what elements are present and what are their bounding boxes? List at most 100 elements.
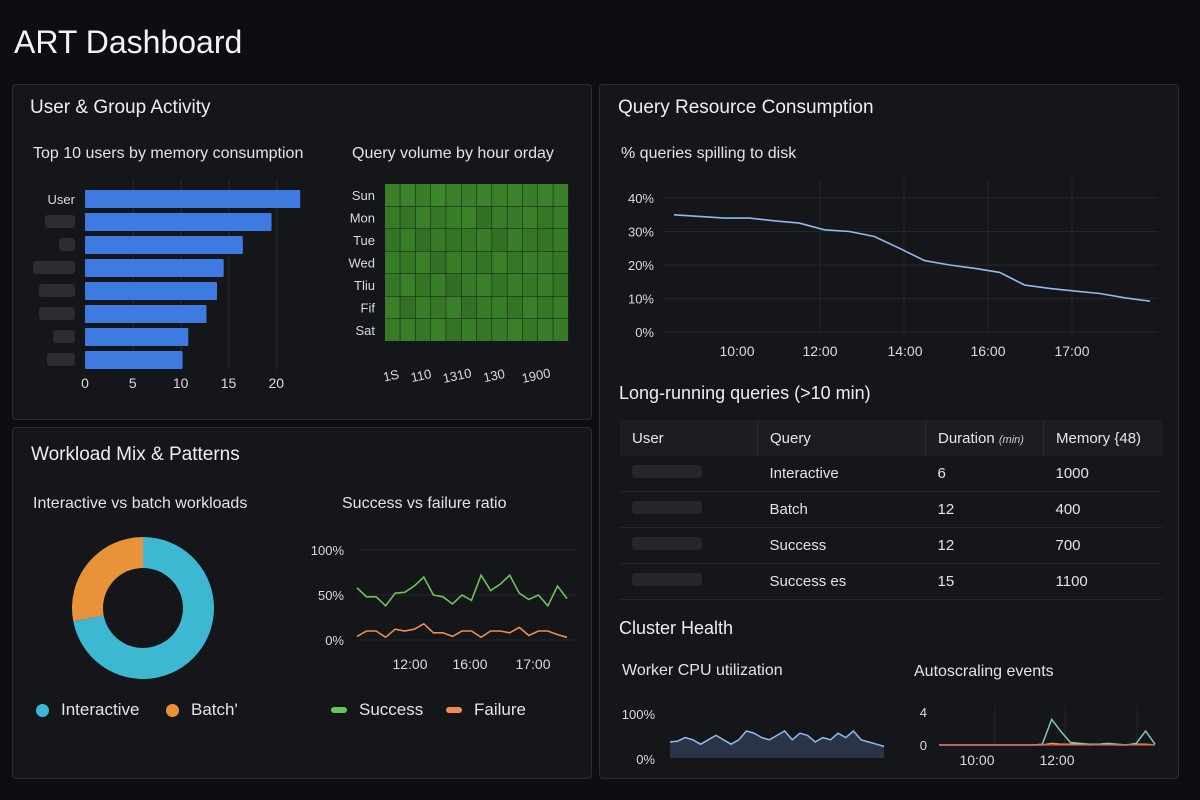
- day-label: Wed: [349, 256, 376, 271]
- heatmap-cell: [461, 206, 477, 229]
- redacted-user-label: [53, 330, 75, 343]
- heatmap-cell: [400, 251, 416, 274]
- redacted-user-label: [39, 284, 75, 297]
- col-memory-label: Memory {48): [1056, 429, 1142, 447]
- heatmap-cell: [446, 274, 461, 296]
- cell-duration: 12: [925, 491, 1044, 528]
- heatmap-cell: [400, 274, 416, 296]
- heatmap-cell: [522, 206, 538, 229]
- long-running-title: Long-running queries (>10 min): [619, 383, 871, 403]
- heatmap-cell: [446, 229, 461, 251]
- heatmap-cell: [553, 319, 569, 341]
- donut-title: Interactive vs batch workloads: [33, 495, 248, 512]
- heatmap-cell: [507, 296, 523, 319]
- long-running-table: User Query Duration (min) Memory {48) In…: [620, 420, 1162, 600]
- hour-label: 1900: [520, 365, 551, 386]
- donut-slice: [72, 537, 143, 622]
- col-memory[interactable]: Memory {48): [1043, 420, 1162, 456]
- heatmap-cell: [446, 296, 461, 319]
- cell-memory: 400: [1043, 491, 1162, 528]
- x-tick-label: 10:00: [959, 752, 994, 768]
- heatmap-title: Query volume by hour orday: [352, 145, 554, 162]
- heatmap-cell: [522, 296, 538, 319]
- x-tick-label: 15: [221, 375, 237, 391]
- cpu-area: [670, 731, 884, 758]
- heatmap-cell: [476, 319, 492, 341]
- y-tick-label: 0%: [325, 633, 344, 648]
- bar: [85, 259, 224, 277]
- user-group-title: User & Group Activity: [30, 97, 211, 118]
- heatmap-cell: [430, 184, 446, 206]
- autoscale-line-chart: 4 0 10:00 12:00: [920, 705, 1156, 768]
- x-tick-label: 12:00: [802, 343, 837, 359]
- cell-duration: 6: [925, 456, 1044, 492]
- cell-user: [620, 456, 758, 492]
- query-volume-heatmap: Sun Mon Tue Wed Tliu Fif Sat 1S 110 1310 130 1900: [349, 184, 569, 386]
- heatmap-cell: [507, 319, 523, 341]
- hour-label: 1S: [382, 367, 401, 385]
- heatmap-cell: [461, 184, 477, 206]
- workload-donut-chart: [72, 537, 214, 679]
- x-tick-label: 10:00: [719, 343, 754, 359]
- heatmap-cell: [430, 296, 446, 319]
- ratio-title: Success vs failure ratio: [342, 495, 507, 512]
- heatmap-cell: [522, 251, 538, 274]
- heatmap-cell: [385, 296, 400, 319]
- heatmap-cell: [553, 296, 569, 319]
- day-label: Fif: [361, 301, 376, 316]
- cell-memory: 1000: [1043, 456, 1162, 492]
- query-resource-title: Query Resource Consumption: [618, 97, 874, 118]
- col-user-label: User: [632, 429, 664, 447]
- heatmap-cell: [492, 274, 507, 296]
- cluster-health-title: Cluster Health: [619, 618, 734, 638]
- col-duration[interactable]: Duration (min): [925, 420, 1044, 456]
- heatmap-cell: [538, 274, 553, 296]
- heatmap-cell: [400, 296, 416, 319]
- col-query[interactable]: Query: [757, 420, 926, 456]
- x-tick-label: 16:00: [970, 343, 1005, 359]
- cell-duration: 15: [925, 563, 1044, 600]
- heatmap-cell: [476, 296, 492, 319]
- heatmap-cell: [415, 274, 431, 296]
- bar-label: User: [48, 192, 76, 207]
- autoscale-line: [939, 717, 1156, 746]
- batch-swatch: [166, 703, 179, 717]
- spill-chart-title: % queries spilling to disk: [621, 145, 797, 162]
- table-row[interactable]: Success 12 700: [620, 527, 1162, 564]
- cell-memory: 1100: [1043, 563, 1162, 600]
- table-header: User Query Duration (min) Memory {48): [620, 420, 1162, 456]
- heatmap-cell: [538, 206, 553, 229]
- x-tick-label: 20: [269, 375, 285, 391]
- heatmap-cell: [492, 229, 507, 251]
- redacted-user: [632, 537, 702, 550]
- cell-query: Success: [757, 527, 926, 564]
- day-label: Tliu: [354, 278, 375, 293]
- legend-success: Success: [331, 700, 423, 720]
- heatmap-cell: [385, 229, 400, 251]
- heatmap-cell: [400, 319, 416, 341]
- heatmap-cell: [507, 251, 523, 274]
- table-row[interactable]: Interactive 6 1000: [620, 456, 1162, 492]
- heatmap-cell: [385, 206, 400, 229]
- heatmap-cell: [461, 296, 477, 319]
- col-user[interactable]: User: [620, 420, 758, 456]
- hour-label: 1310: [441, 365, 472, 386]
- heatmap-cell: [476, 184, 492, 206]
- heatmap-cell: [507, 229, 523, 251]
- memory-bar-chart: User 0 5 10 15 20: [33, 180, 301, 391]
- y-tick-label: 30%: [628, 225, 654, 240]
- heatmap-cell: [492, 251, 507, 274]
- redacted-user-label: [39, 307, 75, 320]
- page-title: ART Dashboard: [14, 24, 243, 60]
- heatmap-cell: [553, 206, 569, 229]
- heatmap-cell: [430, 319, 446, 341]
- table-row[interactable]: Success es 15 1100: [620, 563, 1162, 600]
- bar: [85, 305, 207, 323]
- failure-swatch: [446, 707, 462, 713]
- day-label: Sat: [355, 323, 375, 338]
- day-label: Sun: [352, 188, 375, 203]
- heatmap-cell: [522, 319, 538, 341]
- series-line: [356, 573, 568, 608]
- table-row[interactable]: Batch 12 400: [620, 491, 1162, 528]
- cell-user: [620, 527, 758, 564]
